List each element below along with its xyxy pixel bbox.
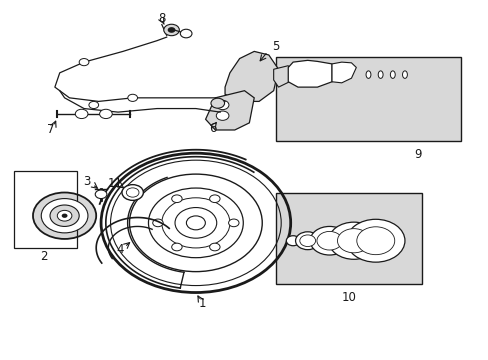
Bar (276, 193, 421, 284)
Circle shape (79, 59, 89, 66)
Circle shape (100, 109, 112, 118)
Circle shape (171, 243, 182, 251)
Circle shape (95, 190, 107, 199)
Polygon shape (205, 91, 254, 130)
Circle shape (57, 210, 72, 221)
Circle shape (127, 94, 137, 102)
Text: 6: 6 (209, 122, 216, 135)
Text: 7: 7 (47, 123, 55, 136)
Circle shape (33, 193, 96, 239)
Bar (14, 171, 77, 248)
Text: 5: 5 (272, 40, 279, 53)
Bar (276, 57, 460, 141)
Ellipse shape (377, 71, 382, 78)
Circle shape (180, 29, 192, 38)
Circle shape (228, 219, 239, 227)
Circle shape (89, 102, 99, 109)
Circle shape (163, 24, 179, 36)
Circle shape (152, 219, 163, 227)
Ellipse shape (366, 71, 370, 78)
Polygon shape (287, 60, 331, 87)
Text: 1: 1 (198, 297, 205, 310)
Circle shape (167, 27, 175, 33)
Circle shape (356, 227, 394, 255)
Circle shape (316, 231, 342, 250)
Text: 9: 9 (414, 148, 421, 161)
Circle shape (216, 111, 228, 120)
Circle shape (171, 195, 182, 203)
Polygon shape (331, 62, 356, 83)
Circle shape (295, 232, 319, 249)
Circle shape (346, 219, 404, 262)
Text: 3: 3 (82, 175, 90, 188)
Circle shape (61, 213, 67, 218)
Circle shape (50, 205, 79, 226)
Text: 4: 4 (117, 243, 124, 256)
Polygon shape (273, 66, 292, 87)
Circle shape (122, 185, 143, 201)
Text: 8: 8 (158, 12, 165, 25)
Text: 11: 11 (107, 177, 122, 190)
Circle shape (75, 109, 88, 118)
Circle shape (41, 199, 88, 233)
Circle shape (299, 235, 315, 247)
Polygon shape (224, 51, 278, 102)
Text: 10: 10 (341, 291, 356, 304)
Circle shape (126, 188, 139, 197)
Circle shape (216, 100, 228, 110)
Circle shape (337, 229, 369, 253)
Circle shape (210, 98, 224, 108)
Circle shape (286, 236, 299, 246)
Circle shape (209, 243, 220, 251)
Circle shape (209, 195, 220, 203)
Ellipse shape (402, 71, 407, 78)
Circle shape (186, 216, 205, 230)
Circle shape (328, 222, 378, 259)
Circle shape (309, 226, 348, 255)
Text: 2: 2 (41, 250, 48, 263)
Ellipse shape (389, 71, 394, 78)
